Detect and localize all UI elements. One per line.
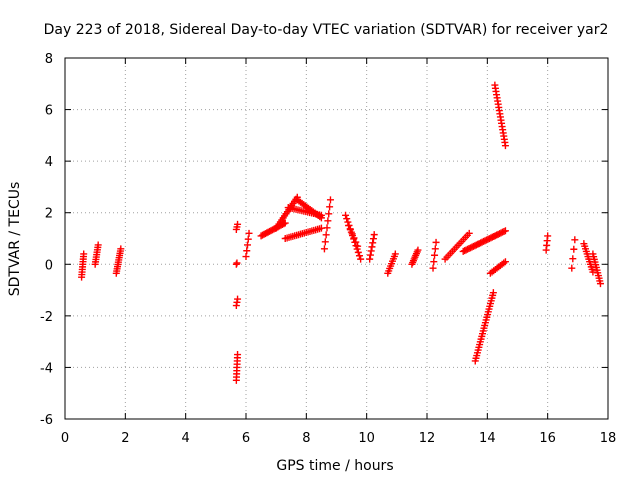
data-point — [350, 234, 358, 242]
data-point — [320, 245, 328, 253]
grid — [65, 58, 608, 419]
data-point — [346, 226, 354, 234]
data-point — [233, 259, 241, 267]
data-point — [345, 222, 353, 230]
data-point — [323, 224, 331, 232]
data-point — [568, 264, 576, 272]
data-point — [368, 243, 376, 251]
data-point — [352, 238, 360, 246]
y-tick-label: 2 — [45, 207, 53, 222]
y-axis-label: SDTVAR / TECUs — [7, 182, 23, 297]
x-axis-ticks: 0 2 4 6 8 10 12 14 16 18 — [61, 58, 616, 446]
y-tick-label: 4 — [45, 155, 53, 170]
data-point — [431, 251, 439, 259]
x-axis-label: GPS time / hours — [276, 458, 393, 474]
data-point — [245, 229, 253, 237]
data-point — [326, 196, 334, 204]
data-point — [391, 250, 399, 258]
data-point — [500, 227, 508, 235]
y-tick-label: -4 — [40, 361, 53, 376]
data-series — [78, 81, 604, 384]
data-point — [322, 231, 330, 239]
x-tick-label: 0 — [61, 431, 69, 446]
chart-title: Day 223 of 2018, Sidereal Day-to-day VTE… — [44, 22, 609, 38]
plot-frame — [64, 57, 609, 420]
y-tick-label: 0 — [45, 258, 53, 273]
y-tick-label: -2 — [40, 310, 53, 325]
x-tick-label: 18 — [600, 431, 617, 446]
data-point — [501, 142, 509, 150]
data-point — [234, 295, 242, 303]
data-point — [430, 258, 438, 266]
data-point — [321, 238, 329, 246]
data-point — [242, 253, 250, 261]
data-point — [117, 245, 125, 253]
data-point — [431, 245, 439, 253]
data-point — [243, 247, 251, 255]
data-point — [489, 289, 497, 297]
data-point — [94, 241, 102, 249]
x-tick-label: 6 — [242, 431, 250, 446]
x-tick-label: 12 — [419, 431, 436, 446]
data-point — [414, 246, 422, 254]
data-point — [326, 203, 334, 211]
data-point — [571, 236, 579, 244]
data-point — [596, 280, 604, 288]
x-tick-label: 14 — [479, 431, 496, 446]
x-tick-label: 8 — [302, 431, 310, 446]
data-point — [369, 239, 377, 247]
data-point — [544, 232, 552, 240]
data-point — [501, 258, 509, 266]
data-point — [343, 215, 351, 223]
data-point — [348, 230, 356, 238]
y-axis-ticks: -6 -4 -2 0 2 4 6 8 — [40, 52, 608, 428]
x-tick-label: 16 — [539, 431, 556, 446]
x-tick-label: 10 — [358, 431, 375, 446]
data-point — [244, 235, 252, 243]
data-point — [465, 229, 473, 237]
data-point — [234, 351, 242, 359]
data-point — [355, 252, 363, 260]
data-point — [569, 255, 577, 263]
y-tick-label: -6 — [40, 413, 53, 428]
data-point — [80, 250, 88, 258]
data-point — [367, 247, 375, 255]
data-point — [432, 238, 440, 246]
data-point — [342, 211, 350, 219]
data-point — [366, 251, 374, 259]
data-point — [366, 255, 374, 263]
data-point — [589, 268, 597, 276]
data-point — [317, 211, 325, 219]
data-point — [570, 245, 578, 253]
data-point — [325, 210, 333, 218]
data-point — [354, 242, 362, 250]
x-tick-label: 4 — [182, 431, 190, 446]
data-point — [369, 235, 377, 243]
data-point — [324, 217, 332, 225]
data-point — [234, 220, 242, 228]
data-point — [244, 241, 252, 249]
y-tick-label: 8 — [45, 52, 53, 67]
data-point — [370, 231, 378, 239]
x-tick-label: 2 — [121, 431, 129, 446]
axes — [64, 57, 609, 420]
y-tick-label: 6 — [45, 104, 53, 119]
data-point — [354, 248, 362, 256]
data-point — [281, 219, 289, 227]
data-point — [501, 227, 509, 235]
data-point — [357, 255, 365, 263]
data-point — [429, 264, 437, 272]
